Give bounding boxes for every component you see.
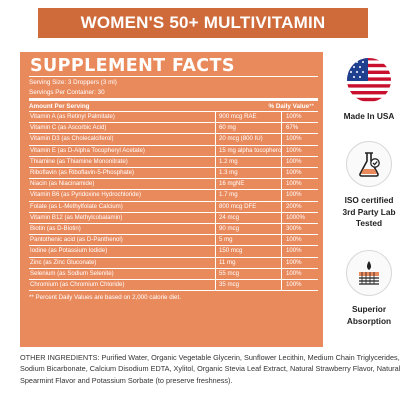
nutrient-dv: 100% xyxy=(286,269,302,277)
dv-header: % Daily Value xyxy=(268,103,310,110)
product-title: WOMEN'S 50+ MULTIVITAMIN xyxy=(80,13,326,32)
nutrient-name: Selenium (as Sodium Selenite) xyxy=(29,268,216,280)
nutrient-name: Riboflavin (as Riboflavin-5-Phosphate) xyxy=(29,168,216,179)
nutrient-name: Vitamin D3 (as Cholecalciferol) xyxy=(29,134,216,145)
made-in-usa-label: Made In USA xyxy=(343,111,395,121)
nutrient-dv: 67% xyxy=(286,124,299,132)
nutrient-amount: 900 mcg RAE xyxy=(216,112,282,123)
superior-absorption-badge: Superior Absorption xyxy=(322,250,416,327)
nutrient-row: Riboflavin (as Riboflavin-5-Phosphate) 1.… xyxy=(29,168,318,180)
servings-per-container: Servings Per Container: 30 xyxy=(29,89,105,96)
nutrient-amount: 35 mcg xyxy=(216,280,282,291)
nutrient-row: Chromium (as Chromium Chloride) 35 mcg 100… xyxy=(29,280,318,292)
nutrient-name: Vitamin C (as Ascorbic Acid) xyxy=(29,123,216,134)
usa-flag-icon xyxy=(346,57,392,103)
nutrient-name: Biotin (as D-Biotin) xyxy=(29,224,216,235)
absorption-label-line1: Superior xyxy=(351,304,387,314)
divider xyxy=(29,76,318,77)
iso-label-line2: 3rd Party Lab xyxy=(342,206,396,217)
nutrient-row: Selenium (as Sodium Selenite) 55 mcg 100% xyxy=(29,268,318,281)
nutrient-dv: 100% xyxy=(286,281,302,289)
product-title-banner: WOMEN'S 50+ MULTIVITAMIN xyxy=(38,8,368,38)
nutrient-amount: 1.3 mg xyxy=(216,168,282,179)
other-ingredients: OTHER INGREDIENTS: Purified Water, Organ… xyxy=(20,353,401,385)
supplement-facts-panel: SUPPLEMENT FACTS Serving Size: 3 Dropper… xyxy=(20,52,323,347)
nutrient-dv: 100% xyxy=(286,146,302,154)
nutrient-row: Vitamin A (as Retinyl Palmitate) 900 mcg … xyxy=(29,112,318,124)
facts-title: SUPPLEMENT FACTS xyxy=(30,56,235,76)
nutrient-amount: 90 mcg xyxy=(216,224,282,235)
nutrient-row: Vitamin C (as Ascorbic Acid) 60 mg 67% xyxy=(29,123,318,135)
facts-header-row: Amount Per Serving % Daily Value** xyxy=(29,102,318,111)
nutrient-dv: 100% xyxy=(286,180,302,188)
serving-size: Serving Size: 3 Droppers (3 ml) xyxy=(29,79,117,86)
nutrient-row: Vitamin B6 (as Pyridoxine Hydrochloride)… xyxy=(29,190,318,202)
nutrient-dv: 100% xyxy=(286,258,302,266)
absorption-layers-icon xyxy=(346,250,392,296)
nutrient-amount: 20 mcg (800 IU) xyxy=(216,134,282,145)
nutrient-name: Chromium (as Chromium Chloride) xyxy=(29,280,216,291)
nutrient-dv: 100% xyxy=(286,113,302,120)
nutrient-amount: 150 mcg xyxy=(216,246,282,257)
nutrient-dv: 300% xyxy=(286,225,302,233)
nutrient-row: Vitamin E (as D-Alpha Tocopheryl Acetate… xyxy=(29,145,318,157)
nutrient-name: Zinc (as Zinc Gluconate) xyxy=(29,257,216,268)
dv-footnote: ** Percent Daily Values are based on 2,0… xyxy=(29,294,181,302)
nutrient-dv: 100% xyxy=(286,247,302,255)
nutrient-name: Vitamin A (as Retinyl Palmitate) xyxy=(29,112,216,123)
lab-flask-icon xyxy=(346,141,392,187)
absorption-label-line2: Absorption xyxy=(346,315,392,326)
nutrient-dv: 200% xyxy=(286,202,302,210)
nutrient-name: Niacin (as Niacinamide) xyxy=(29,179,216,190)
nutrient-name: Folate (as L-Methylfolate Calcium) xyxy=(29,201,216,212)
nutrient-amount: 1.7 mg xyxy=(216,190,282,201)
nutrient-amount: 55 mcg xyxy=(216,268,282,280)
iso-label-line1: ISO certified xyxy=(344,195,394,205)
made-in-usa-badge: Made In USA xyxy=(322,57,416,123)
nutrient-dv: 100% xyxy=(286,236,302,244)
nutrient-dv: 100% xyxy=(286,169,302,177)
nutrient-name: Pantothenic acid (as D-Panthenol) xyxy=(29,235,216,246)
dv-header-wrap: % Daily Value** xyxy=(268,102,318,111)
dv-marker: ** xyxy=(309,103,314,110)
nutrient-name: Vitamin E (as D-Alpha Tocopheryl Acetate… xyxy=(29,145,216,156)
nutrient-row: Iodine (as Potassium Iodide) 150 mcg 100% xyxy=(29,246,318,258)
nutrient-row: Vitamin B12 (as Methylcobalamin) 24 mcg 10… xyxy=(29,212,318,225)
nutrient-dv: 100% xyxy=(286,135,302,143)
nutrient-amount: 5 mg xyxy=(216,235,282,246)
divider xyxy=(29,111,318,112)
nutrient-table: Vitamin A (as Retinyl Palmitate) 900 mcg … xyxy=(29,112,318,292)
nutrient-row: Biotin (as D-Biotin) 90 mcg 300% xyxy=(29,224,318,236)
nutrient-row: Thiamine (as Thiamine Mononitrate) 1.2 mg… xyxy=(29,156,318,169)
nutrient-amount: 11 mg xyxy=(216,257,282,268)
nutrient-row: Zinc (as Zinc Gluconate) 11 mg 100% xyxy=(29,257,318,269)
nutrient-amount: 60 mg xyxy=(216,123,282,134)
nutrient-row: Folate (as L-Methylfolate Calcium) 800 mc… xyxy=(29,201,318,213)
nutrient-amount: 800 mcg DFE xyxy=(216,201,282,212)
nutrient-amount: 1.2 mg xyxy=(216,156,282,168)
nutrient-row: Niacin (as Niacinamide) 16 mgNE 100% xyxy=(29,179,318,191)
nutrient-row: Pantothenic acid (as D-Panthenol) 5 mg 100… xyxy=(29,235,318,247)
nutrient-amount: 15 mg alpha tocopherol xyxy=(216,145,282,156)
nutrient-name: Vitamin B6 (as Pyridoxine Hydrochloride) xyxy=(29,190,216,201)
nutrient-row: Vitamin D3 (as Cholecalciferol) 20 mcg (8… xyxy=(29,134,318,146)
nutrient-dv: 100% xyxy=(286,191,302,199)
nutrient-name: Thiamine (as Thiamine Mononitrate) xyxy=(29,156,216,168)
nutrient-name: Iodine (as Potassium Iodide) xyxy=(29,246,216,257)
nutrient-amount: 24 mcg xyxy=(216,212,282,224)
nutrient-dv: 100% xyxy=(286,157,302,165)
nutrient-name: Vitamin B12 (as Methylcobalamin) xyxy=(29,212,216,224)
divider-thick xyxy=(29,98,318,101)
amount-header: Amount Per Serving xyxy=(29,103,90,110)
iso-certified-badge: ISO certified 3rd Party Lab Tested xyxy=(322,141,416,230)
nutrient-amount: 16 mgNE xyxy=(216,179,282,190)
nutrient-dv: 1000% xyxy=(286,213,305,221)
iso-label-line3: Tested xyxy=(355,218,383,228)
